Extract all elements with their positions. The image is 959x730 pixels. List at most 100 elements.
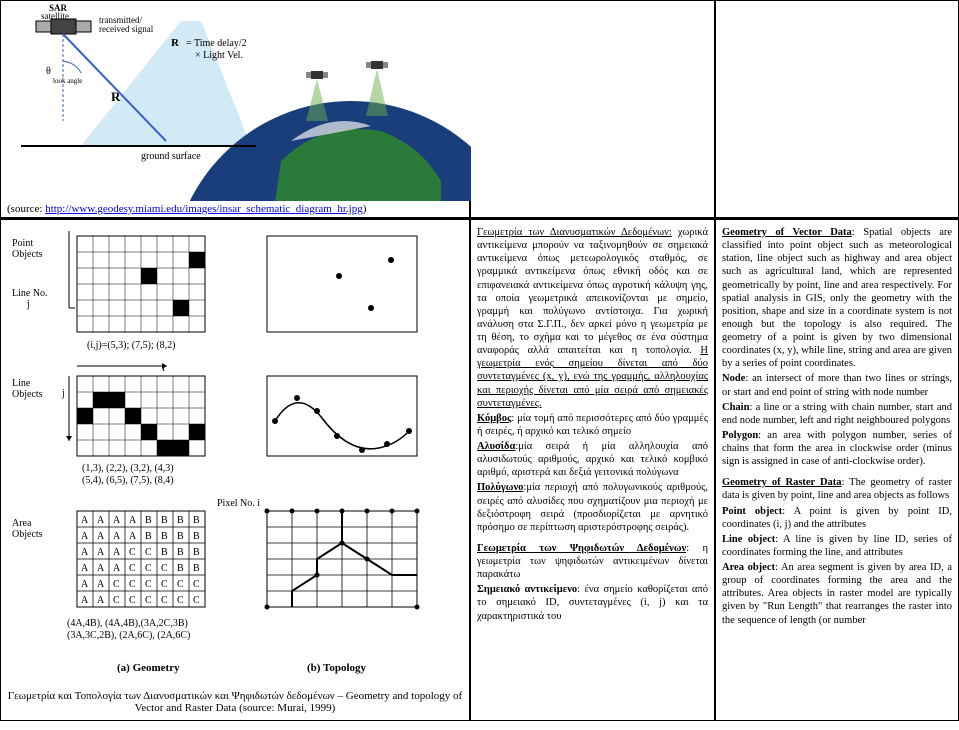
- svg-text:A: A: [129, 515, 137, 526]
- svg-text:satellite: satellite: [41, 11, 69, 21]
- svg-text:Area: Area: [12, 518, 32, 529]
- svg-text:R: R: [111, 89, 121, 104]
- svg-text:B: B: [145, 531, 152, 542]
- raster-title-en: Geometry of Raster Data: [722, 477, 842, 488]
- svg-text:Line No.: Line No.: [12, 288, 48, 299]
- svg-text:R: R: [171, 37, 180, 49]
- svg-text:B: B: [145, 515, 152, 526]
- raster-title-gr: Γεωμετρία των Ψηφιδωτών Δεδομένων: [477, 543, 686, 554]
- svg-text:θ: θ: [46, 66, 51, 77]
- svg-text:(1,3), (2,2), (3,2), (4,3): (1,3), (2,2), (3,2), (4,3): [82, 463, 174, 474]
- svg-text:C: C: [145, 547, 152, 558]
- svg-text:A: A: [81, 595, 89, 606]
- svg-text:C: C: [193, 579, 200, 590]
- svg-text:C: C: [193, 595, 200, 606]
- geometry-topology-figure: Point Objects Line No. j (i,j)=(5,3); (7…: [0, 219, 470, 721]
- svg-text:C: C: [113, 595, 120, 606]
- svg-text:Objects: Objects: [12, 389, 43, 400]
- source-prefix: (source:: [7, 203, 45, 215]
- svg-text:C: C: [177, 579, 184, 590]
- svg-text:B: B: [177, 531, 184, 542]
- svg-text:(b) Topology: (b) Topology: [307, 662, 366, 674]
- polygono-label: Πολύγωνο: [477, 482, 523, 493]
- svg-text:j: j: [61, 388, 65, 399]
- lobj-label: Line object: [722, 534, 775, 545]
- svg-text:(a) Geometry: (a) Geometry: [117, 662, 180, 674]
- chain-label: Chain: [722, 402, 749, 413]
- vector-geom-title-gr: Γεωμετρία των Διανυσματικών Δεδομένων:: [477, 227, 672, 238]
- greek-text-column: Γεωμετρία των Διανυσματικών Δεδομένων: χ…: [470, 219, 715, 721]
- svg-text:C: C: [161, 595, 168, 606]
- pobj-label: Point object: [722, 506, 782, 517]
- svg-text:A: A: [113, 547, 121, 558]
- alysida-label: Αλυσίδα: [477, 441, 515, 452]
- vector-geom-title-en: Geometry of Vector Data: [722, 227, 852, 238]
- svg-text:C: C: [113, 579, 120, 590]
- svg-text:A: A: [97, 563, 105, 574]
- polygon-label: Polygon: [722, 430, 758, 441]
- svg-text:Objects: Objects: [12, 529, 43, 540]
- svg-text:received signal: received signal: [99, 24, 154, 34]
- svg-text:× Light Vel.: × Light Vel.: [195, 50, 243, 61]
- svg-text:ground surface: ground surface: [141, 151, 201, 162]
- svg-text:A: A: [81, 579, 89, 590]
- node-label: Node: [722, 373, 745, 384]
- svg-text:(5,4), (6,5), (7,5), (8,4): (5,4), (6,5), (7,5), (8,4): [82, 475, 174, 486]
- svg-text:Line: Line: [12, 378, 31, 389]
- vector-geom-body-en: : Spatial objects are classified into po…: [722, 227, 952, 369]
- svg-text:C: C: [161, 579, 168, 590]
- svg-text:C: C: [129, 595, 136, 606]
- svg-text:look angle: look angle: [53, 77, 82, 85]
- svg-text:B: B: [161, 531, 168, 542]
- svg-text:C: C: [145, 579, 152, 590]
- source-suffix: ): [363, 203, 367, 215]
- svg-text:C: C: [145, 595, 152, 606]
- svg-text:= Time delay/2: = Time delay/2: [186, 38, 247, 49]
- node-text: : an intersect of more than two lines or…: [722, 373, 952, 397]
- svg-text:A: A: [97, 531, 105, 542]
- vector-geom-body-gr: χωρικά αντικείμενα μπορούν να ταξινομηθο…: [477, 227, 708, 356]
- svg-text:A: A: [97, 595, 105, 606]
- svg-text:A: A: [97, 579, 105, 590]
- svg-text:Pixel No. i: Pixel No. i: [217, 498, 260, 509]
- svg-text:A: A: [97, 547, 105, 558]
- svg-text:B: B: [193, 563, 200, 574]
- svg-text:B: B: [193, 547, 200, 558]
- svg-text:C: C: [161, 563, 168, 574]
- svg-text:j: j: [26, 299, 30, 310]
- kombos-text: : μία τομή από περισσότερες από δύο γραμ…: [477, 413, 708, 437]
- sar-diagram: ground surface R = Time delay/2 × Light …: [1, 1, 471, 201]
- svg-text:A: A: [81, 531, 89, 542]
- svg-text:B: B: [193, 515, 200, 526]
- svg-text:B: B: [177, 563, 184, 574]
- svg-text:A: A: [97, 515, 105, 526]
- svg-text:A: A: [113, 515, 121, 526]
- svg-text:A: A: [81, 547, 89, 558]
- svg-text:B: B: [161, 547, 168, 558]
- sim-label: Σημειακό αντικείμενο: [477, 584, 577, 595]
- svg-text:(3A,3C,2B), (2A,6C), (2A,6C): (3A,3C,2B), (2A,6C), (2A,6C): [67, 630, 190, 641]
- svg-text:(i,j)=(5,3); (7,5); (8,2): (i,j)=(5,3); (7,5); (8,2): [87, 340, 175, 351]
- svg-text:C: C: [129, 547, 136, 558]
- svg-text:Objects: Objects: [12, 249, 43, 260]
- svg-text:B: B: [177, 515, 184, 526]
- svg-text:Point: Point: [12, 238, 33, 249]
- svg-text:(4A,4B), (4A,4B),(3A,2C,3B): (4A,4B), (4A,4B),(3A,2C,3B): [67, 618, 188, 629]
- svg-text:C: C: [129, 563, 136, 574]
- source-link[interactable]: http://www.geodesy.miami.edu/images/insa…: [45, 203, 363, 215]
- svg-text:B: B: [193, 531, 200, 542]
- svg-text:C: C: [129, 579, 136, 590]
- svg-text:B: B: [177, 547, 184, 558]
- kombos-label: Κόμβος: [477, 413, 511, 424]
- aobj-label: Area object: [722, 562, 775, 573]
- svg-text:A: A: [129, 531, 137, 542]
- svg-text:C: C: [145, 563, 152, 574]
- svg-text:A: A: [81, 563, 89, 574]
- svg-text:B: B: [161, 515, 168, 526]
- english-text-column: Geometry of Vector Data: Spatial objects…: [715, 219, 959, 721]
- svg-text:C: C: [177, 595, 184, 606]
- svg-text:A: A: [81, 515, 89, 526]
- svg-text:A: A: [113, 563, 121, 574]
- chain-text: : a line or a string with chain number, …: [722, 402, 952, 426]
- svg-text:A: A: [113, 531, 121, 542]
